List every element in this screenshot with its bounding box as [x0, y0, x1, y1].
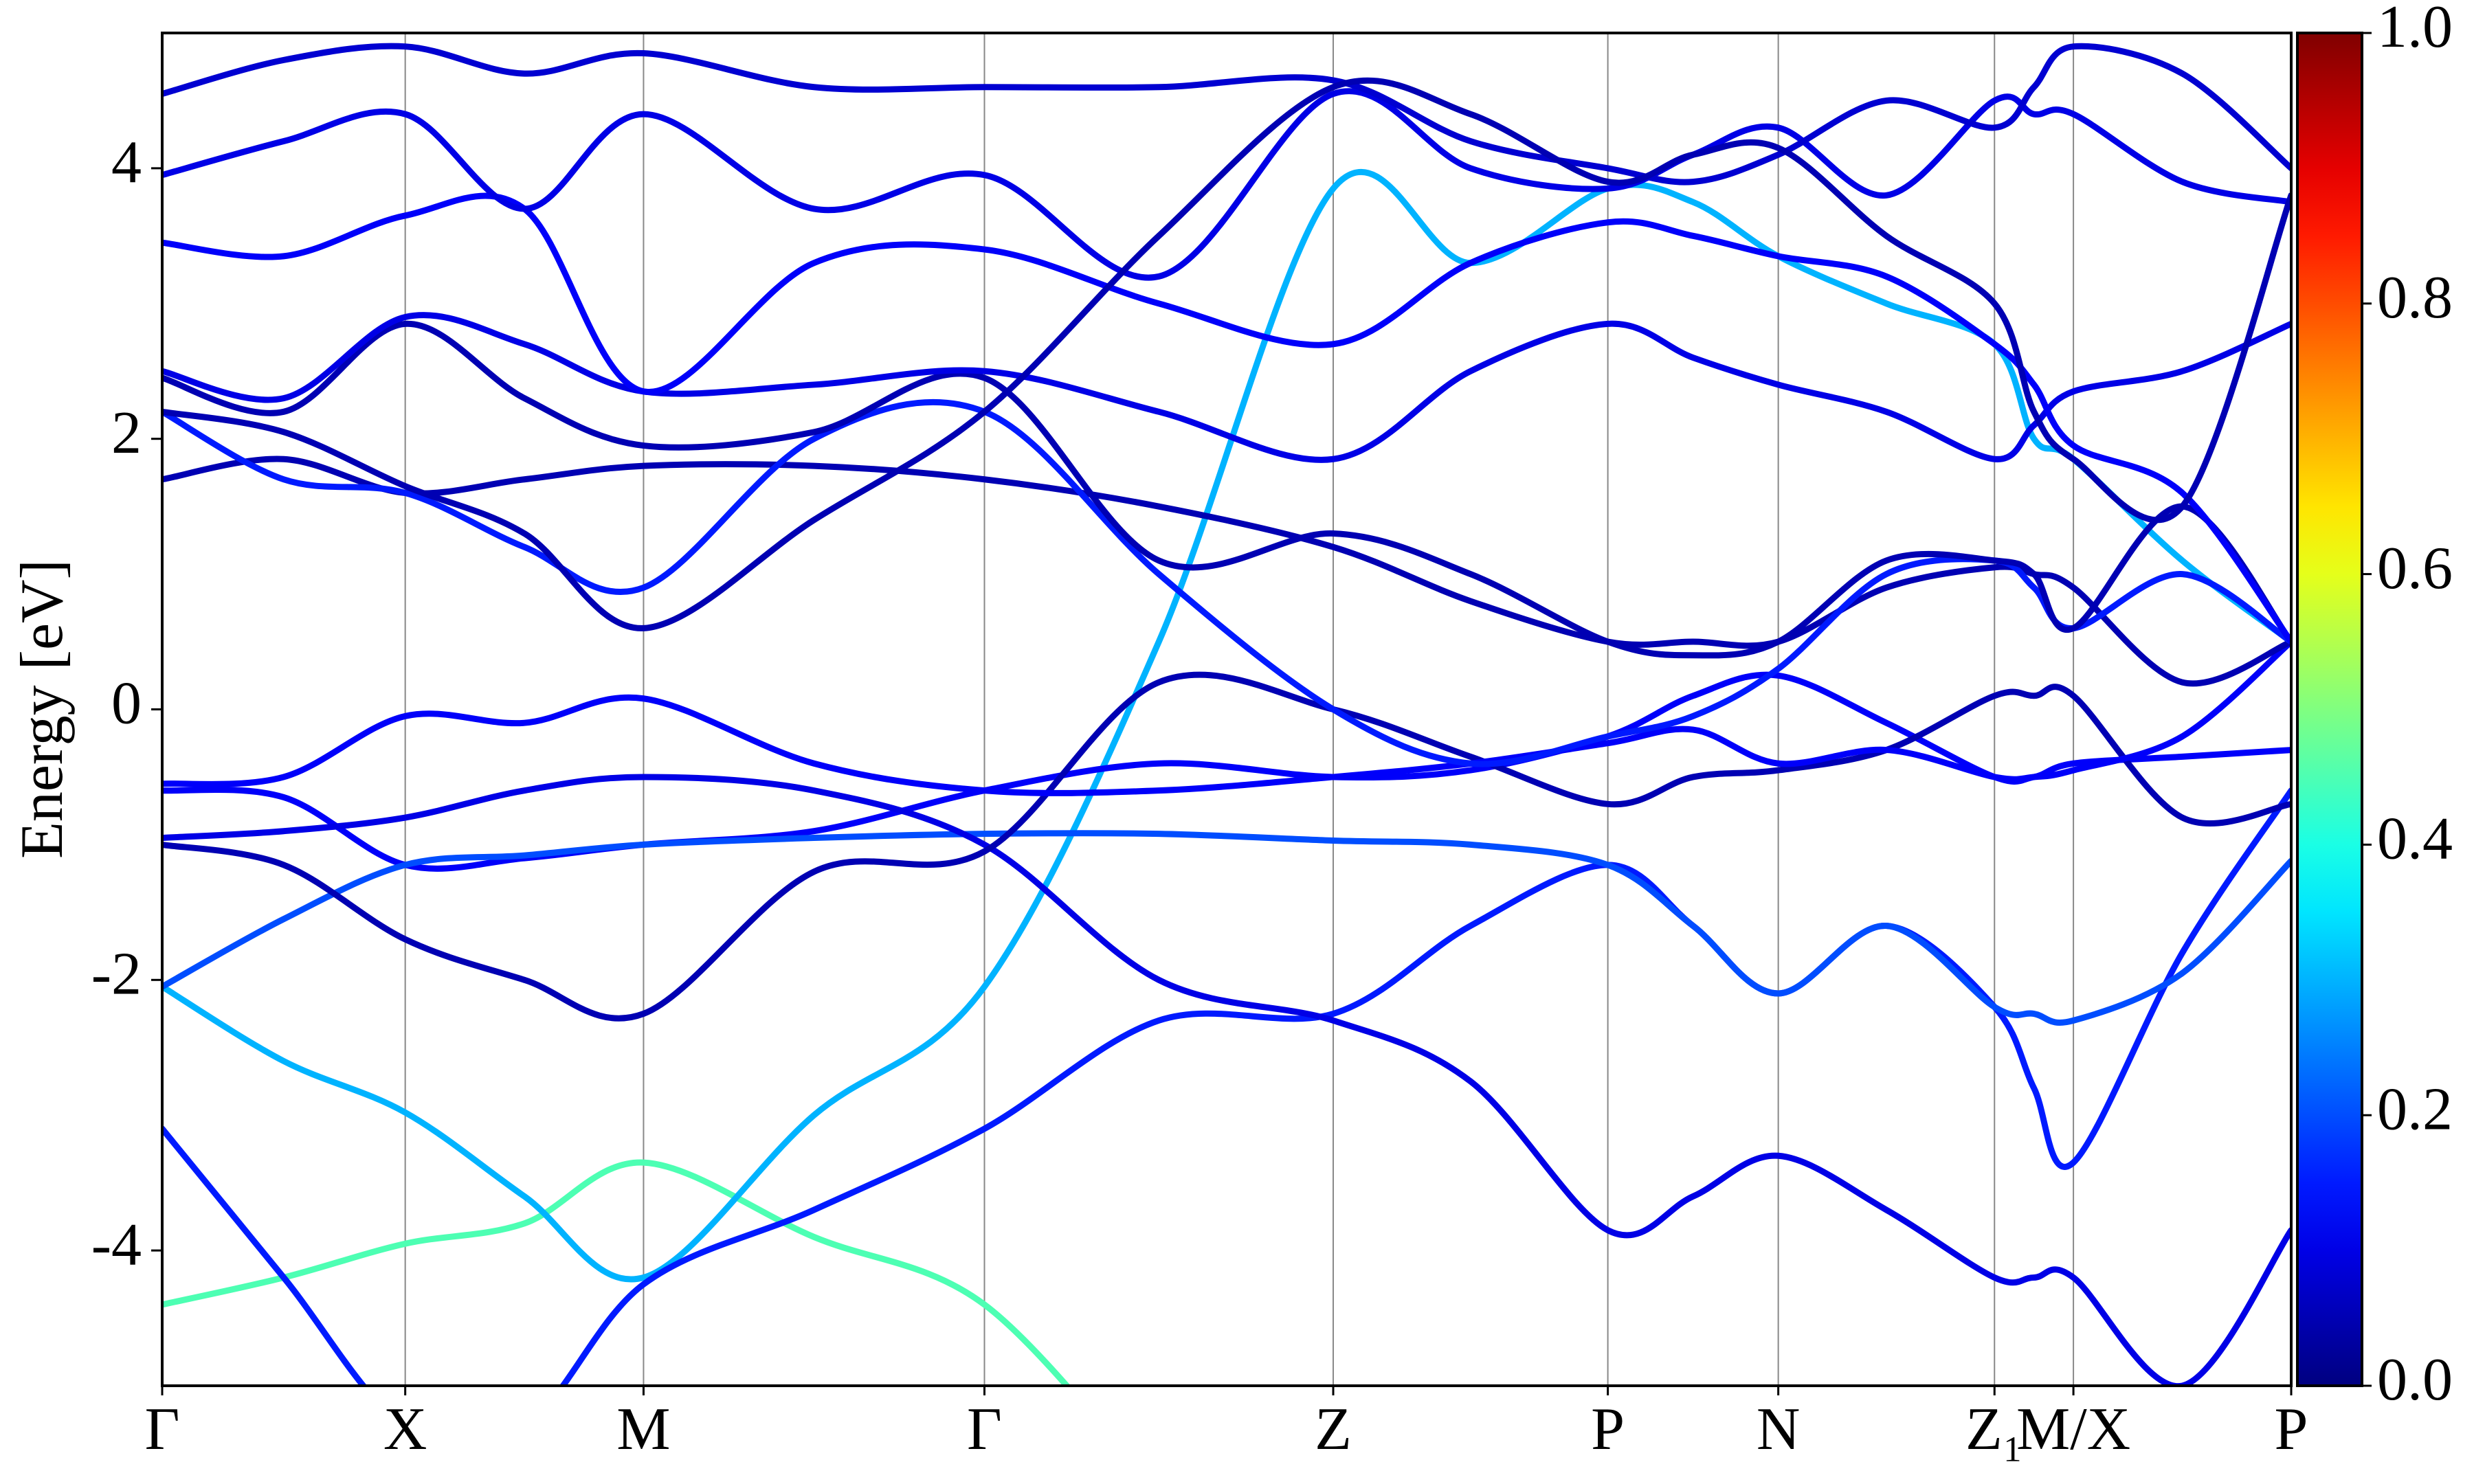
band	[162, 774, 2291, 1386]
x-tick-label: P	[2275, 1396, 2308, 1463]
band	[162, 192, 2291, 645]
band	[162, 456, 2291, 687]
band	[162, 320, 2291, 659]
band	[162, 168, 2291, 1283]
band	[162, 312, 2291, 463]
band	[162, 830, 2291, 1026]
x-tick-label: Γ	[145, 1396, 180, 1463]
colorbar-tick-label: 1.0	[2377, 0, 2453, 60]
colorbar-tick-label: 0.0	[2377, 1347, 2453, 1413]
band	[162, 638, 2291, 796]
colorbar-tick-label: 0.8	[2377, 265, 2453, 331]
x-tick-label: Z₁	[1965, 1396, 2023, 1463]
x-tick-label: N	[1757, 1396, 1801, 1463]
band	[162, 88, 2291, 281]
y-tick-label: -4	[91, 1211, 142, 1278]
colorbar: 0.0 0.2 0.4 0.6 0.8 1.0	[2296, 0, 2453, 1413]
colorbar-tick-label: 0.2	[2377, 1076, 2453, 1143]
band	[162, 398, 2291, 767]
labels: Γ X M Γ Z P N Z₁M/X P -4 -2 0 2 4	[91, 129, 2308, 1463]
colorbar-tick-label: 0.6	[2377, 535, 2453, 602]
x-tick-label: Γ	[967, 1396, 1002, 1463]
colorbar-tick-label: 0.4	[2377, 806, 2453, 873]
x-tick-label: Z	[1315, 1396, 1352, 1463]
x-tick-label: X	[383, 1396, 427, 1463]
y-tick-label: 2	[111, 400, 142, 466]
bands	[162, 43, 2291, 1386]
y-tick-label: 4	[111, 129, 142, 196]
y-tick-label: 0	[111, 671, 142, 737]
band	[162, 1159, 1071, 1386]
band	[162, 43, 2291, 186]
band	[162, 671, 2291, 1022]
x-tick-label: M	[616, 1396, 670, 1463]
y-axis-label: Energy [eV]	[9, 559, 76, 859]
band	[162, 787, 2291, 1386]
band	[162, 77, 2291, 631]
y-tick-label: -2	[91, 941, 142, 1007]
colorbar-fill	[2296, 32, 2363, 1387]
x-tick-label: M/X	[2016, 1396, 2130, 1463]
x-tick-label: P	[1591, 1396, 1625, 1463]
